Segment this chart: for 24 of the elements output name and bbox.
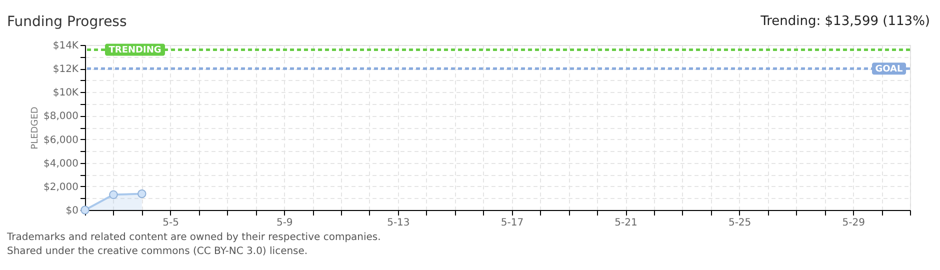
chart-title: Funding Progress <box>7 14 127 30</box>
text: Shared under the creative commons (CC BY-NC 3.0) license. <box>7 246 308 257</box>
x-tick-label: 5-29 <box>842 218 865 228</box>
x-tick-label: 5-13 <box>387 218 410 228</box>
y-tick-label: $12K <box>52 64 79 76</box>
x-tick-label: 5-25 <box>728 218 752 228</box>
ref-line-label: TRENDING <box>108 46 162 56</box>
x-tick-label: 5-5 <box>162 218 180 228</box>
y-tick-label: $14K <box>52 40 79 52</box>
y-tick-label: $0 <box>66 206 78 216</box>
y-tick-label: $10K <box>52 88 79 99</box>
x-tick-label: 5-9 <box>276 218 293 228</box>
y-tick-label: $4,000 <box>44 158 78 170</box>
point <box>138 189 146 198</box>
y-tick-label: $8,000 <box>44 111 78 122</box>
y-tick-label: $6,000 <box>44 134 78 146</box>
x-tick-label: 5-21 <box>614 218 638 228</box>
text: Trending: $13,599 (113%) <box>760 14 930 29</box>
x-tick-label: 5-17 <box>500 218 524 228</box>
y-axis-title: PLEDGED <box>30 106 41 150</box>
ref-line-label: GOAL <box>875 64 904 75</box>
text: Trademarks and related content are owned by their respective companies. <box>6 232 381 243</box>
point <box>109 190 118 200</box>
y-tick-label: $2,000 <box>44 182 78 193</box>
